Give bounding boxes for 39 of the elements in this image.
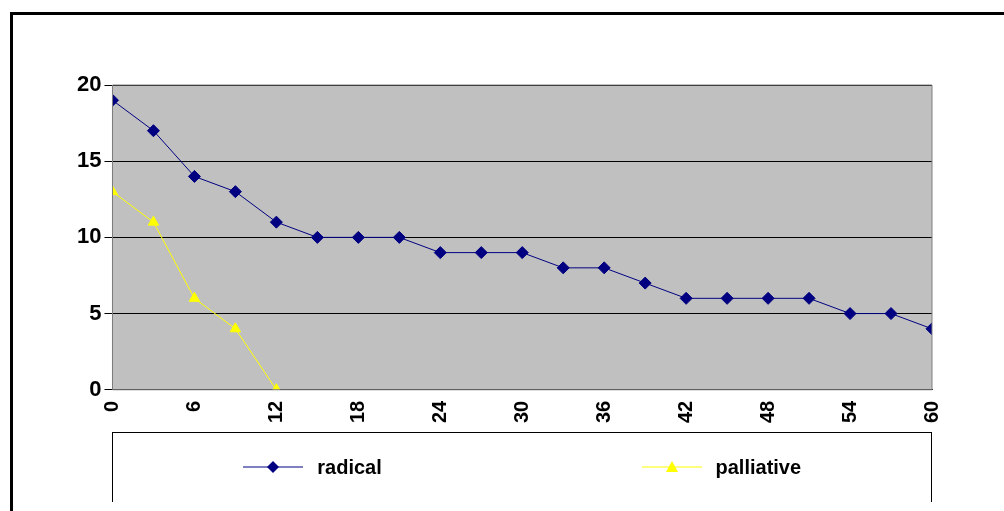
legend-label: palliative bbox=[715, 455, 802, 479]
x-tick-label: 42 bbox=[673, 400, 696, 423]
point bbox=[515, 246, 529, 260]
x-tick-label: 48 bbox=[755, 400, 778, 423]
point bbox=[761, 291, 775, 305]
legend-label: radical bbox=[317, 455, 382, 479]
point bbox=[556, 261, 570, 275]
point bbox=[474, 246, 488, 260]
point bbox=[679, 291, 693, 305]
y-tick-label: 15 bbox=[76, 147, 102, 173]
point bbox=[147, 215, 160, 226]
point bbox=[433, 246, 447, 260]
x-tick-label: 60 bbox=[919, 400, 942, 423]
x-tick-label: 18 bbox=[345, 400, 368, 423]
point bbox=[269, 215, 283, 229]
y-tick-label: 5 bbox=[89, 299, 102, 325]
point bbox=[802, 291, 816, 305]
point bbox=[310, 230, 324, 244]
point bbox=[229, 322, 242, 333]
y-tick-label: 10 bbox=[76, 223, 102, 249]
x-tick-label: 54 bbox=[837, 399, 860, 423]
point bbox=[720, 291, 734, 305]
y-tick-label: 20 bbox=[76, 71, 102, 97]
x-tick-label: 30 bbox=[509, 400, 532, 423]
point bbox=[392, 230, 406, 244]
point bbox=[843, 307, 857, 321]
point bbox=[146, 124, 160, 138]
point bbox=[187, 169, 201, 183]
x-tick-label: 0 bbox=[99, 400, 122, 412]
point bbox=[884, 307, 898, 321]
point bbox=[351, 230, 365, 244]
point bbox=[228, 185, 242, 199]
point bbox=[188, 291, 201, 302]
x-tick-label: 12 bbox=[263, 400, 286, 423]
point bbox=[638, 276, 652, 290]
x-tick-label: 24 bbox=[427, 399, 450, 423]
point bbox=[597, 261, 611, 275]
x-tick-label: 6 bbox=[181, 400, 204, 412]
x-tick-label: 36 bbox=[591, 400, 614, 423]
